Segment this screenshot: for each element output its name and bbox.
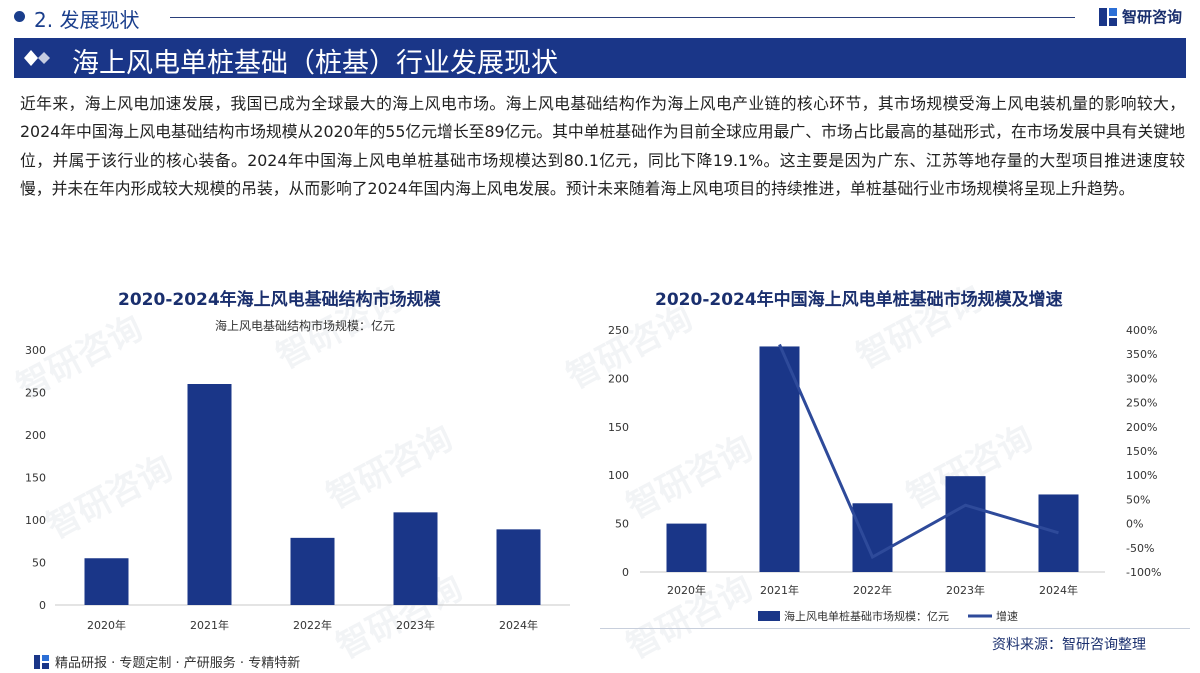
chart2-legend-line-label: 增速 (996, 609, 1018, 623)
chart2-xtick-label: 2023年 (946, 583, 985, 597)
chart2-legend-bar-label: 海上风电单桩基础市场规模：亿元 (784, 609, 949, 623)
chart2-ytick-left-label: 0 (622, 566, 629, 579)
chart2-ytick-right-label: 300% (1126, 372, 1157, 385)
chart2-xtick-label: 2022年 (853, 583, 892, 597)
chart2-ytick-right-label: -100% (1126, 566, 1161, 579)
brand-logo-icon (34, 655, 49, 669)
body-paragraph: 近年来，海上风电加速发展，我国已成为全球最大的海上风电市场。海上风电基础结构作为… (20, 94, 1185, 198)
diamond-icon (24, 50, 50, 66)
chart1-ytick-label: 0 (39, 599, 46, 612)
chart2-ytick-left-label: 250 (608, 324, 629, 337)
chart1-ytick-label: 200 (25, 429, 46, 442)
brand-logo-icon (1099, 8, 1117, 26)
chart1-bar (393, 512, 438, 605)
chart1-title: 2020-2024年海上风电基础结构市场规模 (118, 290, 441, 310)
footer-tagline: 精品研报 · 专题定制 · 产研服务 · 专精特新 (55, 656, 301, 671)
chart1-ytick-label: 300 (25, 344, 46, 357)
chart1-ytick-label: 100 (25, 514, 46, 527)
chart1-bar (84, 558, 129, 605)
chart2-ytick-left-label: 150 (608, 421, 629, 434)
chart2-ytick-right-label: 0% (1126, 518, 1143, 531)
chart2-xtick-label: 2020年 (667, 583, 706, 597)
chart1-ytick-label: 150 (25, 472, 46, 485)
chart2-xtick-label: 2021年 (760, 583, 799, 597)
divider (600, 628, 1190, 629)
chart2-ytick-right-label: 50% (1126, 493, 1150, 506)
chart2-ytick-left-label: 100 (608, 469, 629, 482)
chart1-bar (496, 529, 541, 605)
brand-name: 智研咨询 (1122, 8, 1183, 26)
chart1-bar (290, 537, 335, 605)
chart1-xtick-label: 2024年 (499, 618, 538, 632)
chart2-bar (759, 346, 800, 572)
top-header: 2. 发展现状 智研咨询 (0, 0, 1200, 34)
title-banner: 海上风电单桩基础（桩基）行业发展现状 (14, 38, 1186, 79)
page-title: 海上风电单桩基础（桩基）行业发展现状 (72, 48, 558, 79)
chart2-bar (1038, 494, 1079, 572)
chart1-xtick-label: 2021年 (190, 618, 229, 632)
chart2-bar (945, 476, 986, 572)
divider (170, 17, 1075, 18)
section-title: 2. 发展现状 (34, 8, 140, 32)
chart2-ytick-left-label: 50 (615, 518, 629, 531)
source-note: 资料来源：智研咨询整理 (992, 637, 1146, 653)
chart2-ytick-left-label: 200 (608, 372, 629, 385)
chart1-series-label: 海上风电基础结构市场规模：亿元 (215, 318, 395, 333)
chart2-ytick-right-label: -50% (1126, 542, 1154, 555)
chart2-ytick-right-label: 150% (1126, 445, 1157, 458)
chart1-xtick-label: 2020年 (87, 618, 126, 632)
chart1-bar (187, 384, 232, 605)
chart2-xtick-label: 2024年 (1039, 583, 1078, 597)
chart2-ytick-right-label: 250% (1126, 397, 1157, 410)
bullet-icon (14, 11, 25, 22)
chart2-legend-bar-swatch (758, 611, 780, 621)
chart2-ytick-right-label: 100% (1126, 469, 1157, 482)
chart2-ytick-right-label: 350% (1126, 348, 1157, 361)
chart2-ytick-right-label: 400% (1126, 324, 1157, 337)
chart1-xtick-label: 2022年 (293, 618, 332, 632)
chart2-title: 2020-2024年中国海上风电单桩基础市场规模及增速 (655, 290, 1063, 310)
chart2-bar (852, 503, 893, 572)
chart2-growth-line (778, 343, 1059, 560)
chart2-ytick-right-label: 200% (1126, 421, 1157, 434)
chart1-xtick-label: 2023年 (396, 618, 435, 632)
chart1-ytick-label: 50 (32, 557, 46, 570)
chart1-ytick-label: 250 (25, 387, 46, 400)
chart2-bar (666, 523, 707, 572)
